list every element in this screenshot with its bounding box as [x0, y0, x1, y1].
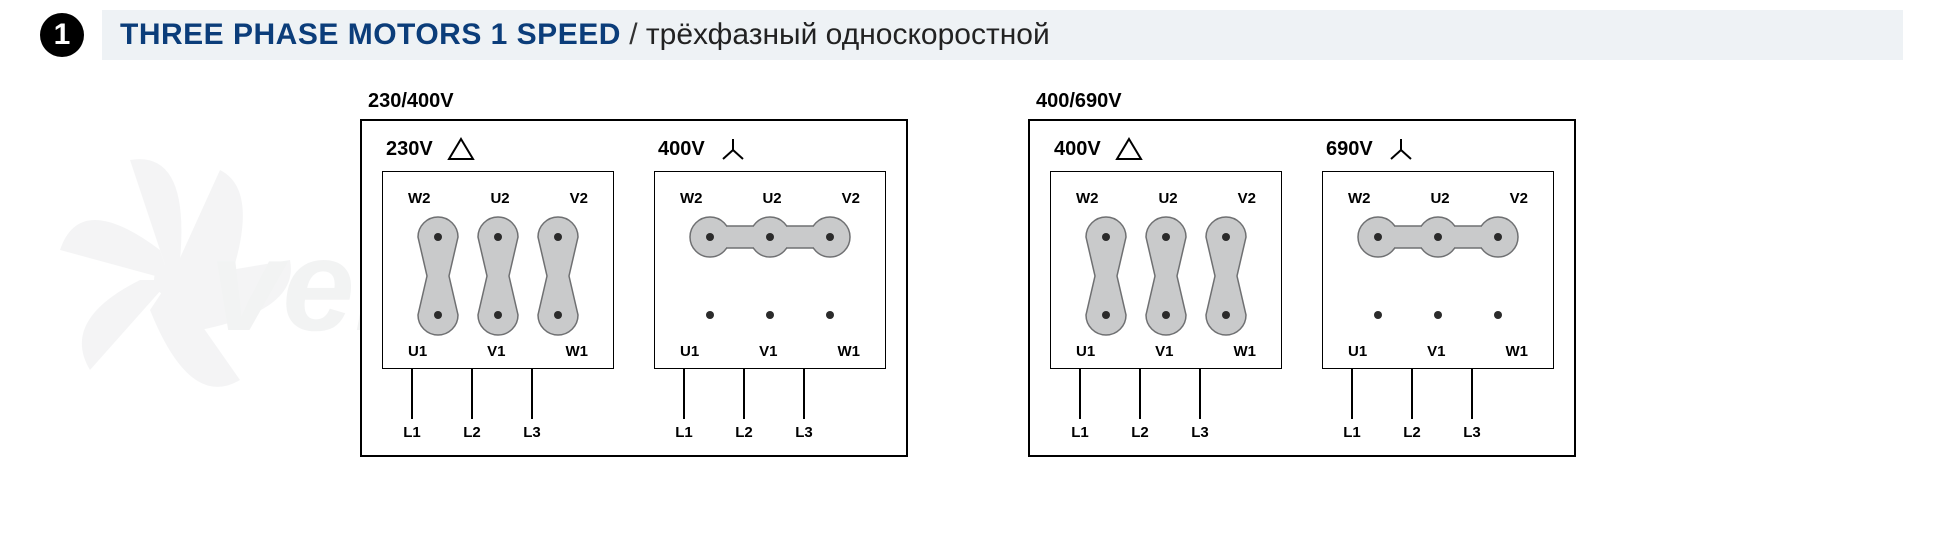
title-bar: THREE PHASE MOTORS 1 SPEED / трёхфазный … [102, 10, 1903, 60]
section-number: 1 [54, 18, 71, 52]
line-label: L1 [382, 424, 442, 441]
terminal-label: U1 [1348, 343, 1367, 360]
header-row: 1 THREE PHASE MOTORS 1 SPEED / трёхфазны… [0, 10, 1943, 60]
star-terminal-diagram [1348, 211, 1528, 341]
voltage-group: 400/690V 400V W2U2V2 U1V1W1 L1L2L3 690V [1028, 90, 1576, 457]
terminal-box: W2 U2 V2 U1 V1 W1 [382, 171, 614, 369]
line-leads-wrap: L1L2L3 [654, 369, 834, 441]
terminal-label: U2 [1430, 190, 1449, 207]
terminal-label: U1 [1076, 343, 1095, 360]
line-leads-wrap: L1L2L3 [1322, 369, 1502, 441]
line-label: L2 [714, 424, 774, 441]
title-english: THREE PHASE MOTORS 1 SPEED [120, 18, 621, 51]
wiring-panel-star: 690V W2 U2 V2 U1 V1 W1 L1L2L3 [1322, 133, 1554, 441]
terminal-label: W1 [1505, 343, 1528, 360]
panel-header: 230V [382, 133, 614, 171]
terminal-label: V1 [1155, 343, 1173, 360]
line-label: L3 [502, 424, 562, 441]
terminal-label: W2 [1076, 190, 1099, 207]
terminal-box: W2 U2 V2 U1 V1 W1 [1050, 171, 1282, 369]
terminal-label: W1 [565, 343, 588, 360]
terminal-label: V1 [487, 343, 505, 360]
terminal-label: W2 [680, 190, 703, 207]
delta-terminal-diagram [1076, 211, 1256, 341]
section-number-badge: 1 [40, 13, 84, 57]
terminal-labels: W2 U2 V2 [1076, 190, 1256, 207]
group-voltage-label: 400/690V [1028, 90, 1576, 113]
terminal-label: V2 [570, 190, 588, 207]
line-label: L3 [774, 424, 834, 441]
panel-voltage: 690V [1326, 138, 1373, 161]
line-label: L2 [1110, 424, 1170, 441]
terminal-label: V2 [1510, 190, 1528, 207]
terminal-label: U2 [762, 190, 781, 207]
panel-voltage: 400V [1054, 138, 1101, 161]
terminal-label: W1 [1233, 343, 1256, 360]
terminal-labels: W2 U2 V2 [1348, 190, 1528, 207]
terminal-label: U1 [680, 343, 699, 360]
line-labels: L1L2L3 [654, 424, 834, 441]
star-terminal-diagram [680, 211, 860, 341]
title-separator: / [629, 18, 646, 51]
diagrams-row: 230/400V 230V W2U2V2 U1V1W1 L1L2L3 400V [0, 60, 1943, 457]
line-label: L1 [1050, 424, 1110, 441]
wiring-panel-delta: 400V W2 U2 V2 U1 V1 W1 L1L2L3 [1050, 133, 1282, 441]
line-labels: L1L2L3 [1050, 424, 1230, 441]
panel-voltage: 400V [658, 138, 705, 161]
delta-icon [447, 137, 475, 161]
group-box: 400V W2U2V2 U1V1W1 L1L2L3 690V W2U2V2 U [1028, 119, 1576, 457]
group-voltage-label: 230/400V [360, 90, 908, 113]
panel-header: 400V [1050, 133, 1282, 171]
panel-voltage: 230V [386, 138, 433, 161]
terminal-label: U2 [490, 190, 509, 207]
group-box: 230V W2U2V2 U1V1W1 L1L2L3 400V W2U2V2 U [360, 119, 908, 457]
line-label: L3 [1170, 424, 1230, 441]
panel-header: 690V [1322, 133, 1554, 171]
terminal-labels: W2 U2 V2 [680, 190, 860, 207]
line-labels: L1L2L3 [1322, 424, 1502, 441]
lead-lines [382, 369, 562, 419]
line-labels: L1L2L3 [382, 424, 562, 441]
line-label: L1 [1322, 424, 1382, 441]
line-label: L2 [1382, 424, 1442, 441]
terminal-label: U1 [408, 343, 427, 360]
delta-terminal-diagram [408, 211, 588, 341]
terminal-label: W1 [837, 343, 860, 360]
line-leads-wrap: L1L2L3 [1050, 369, 1230, 441]
terminal-label: V2 [842, 190, 860, 207]
wiring-panel-star: 400V W2 U2 V2 U1 V1 W1 L1L2L3 [654, 133, 886, 441]
line-label: L3 [1442, 424, 1502, 441]
terminal-box: W2 U2 V2 U1 V1 W1 [654, 171, 886, 369]
wiring-panel-delta: 230V W2 U2 V2 U1 V1 W1 L1L2L3 [382, 133, 614, 441]
terminal-labels: U1 V1 W1 [408, 343, 588, 360]
terminal-label: W2 [408, 190, 431, 207]
panel-header: 400V [654, 133, 886, 171]
star-icon [1387, 137, 1415, 161]
terminal-label: V1 [1427, 343, 1445, 360]
line-label: L1 [654, 424, 714, 441]
terminal-label: U2 [1158, 190, 1177, 207]
voltage-group: 230/400V 230V W2U2V2 U1V1W1 L1L2L3 400V [360, 90, 908, 457]
terminal-label: V1 [759, 343, 777, 360]
terminal-labels: U1 V1 W1 [1348, 343, 1528, 360]
lead-lines [654, 369, 834, 419]
terminal-labels: U1 V1 W1 [1076, 343, 1256, 360]
delta-icon [1115, 137, 1143, 161]
lead-lines [1322, 369, 1502, 419]
terminal-label: W2 [1348, 190, 1371, 207]
terminal-box: W2 U2 V2 U1 V1 W1 [1322, 171, 1554, 369]
line-label: L2 [442, 424, 502, 441]
line-leads-wrap: L1L2L3 [382, 369, 562, 441]
lead-lines [1050, 369, 1230, 419]
terminal-label: V2 [1238, 190, 1256, 207]
terminal-labels: W2 U2 V2 [408, 190, 588, 207]
title-russian: трёхфазный односкоростной [646, 18, 1050, 51]
star-icon [719, 137, 747, 161]
terminal-labels: U1 V1 W1 [680, 343, 860, 360]
